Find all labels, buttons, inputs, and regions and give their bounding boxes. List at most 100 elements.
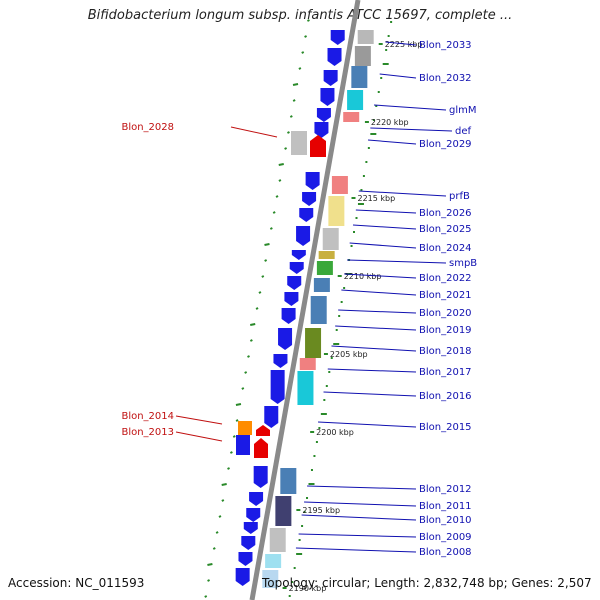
gene-label-leader <box>344 273 417 279</box>
tick-mark <box>306 19 310 22</box>
gene-label-leader <box>304 501 417 507</box>
cds-block-blon-2028 <box>291 131 307 155</box>
gene-label-leader <box>175 431 223 442</box>
gene-label-leader <box>327 368 417 373</box>
gene-label: Blon_2020 <box>419 308 472 319</box>
gene-label-leader <box>367 139 417 145</box>
cds-forward-arrow <box>320 88 335 106</box>
gene-label: Blon_2024 <box>419 243 472 254</box>
cds-forward-arrow <box>314 122 329 138</box>
cds-forward-arrow <box>323 70 338 86</box>
cds-block <box>305 328 322 358</box>
cds-block <box>299 358 316 370</box>
gene-label: Blon_2032 <box>419 73 472 84</box>
cds-forward-arrow <box>253 466 268 488</box>
gene-label: Blon_2010 <box>419 515 472 526</box>
gene-label: Blon_2019 <box>419 325 472 336</box>
cds-block <box>280 468 297 494</box>
cds-block <box>265 554 282 568</box>
cds-forward-arrow <box>264 406 279 428</box>
cds-block <box>297 371 314 405</box>
tick-mark <box>258 291 262 294</box>
kbp-tick-label: 2190 kbp <box>289 584 327 593</box>
tick-mark <box>207 579 211 582</box>
cds-forward-arrow <box>287 276 302 290</box>
kbp-tick-label: 2195 kbp <box>302 506 340 515</box>
gene-label-leader <box>335 325 417 331</box>
kbp-ticks: 2225 kbp 2220 kbp 2215 kbp 2210 kbp 2205 kbp… <box>282 40 423 593</box>
tick-mark <box>244 371 248 374</box>
gene-label: Blon_2025 <box>419 224 472 235</box>
gene-label: Blon_2022 <box>419 273 472 284</box>
cds-forward-arrow <box>278 328 293 350</box>
gene-label-leader <box>379 73 417 79</box>
cds-block <box>331 176 348 194</box>
accession-label: Accession: NC_011593 <box>8 576 145 590</box>
cds-forward-arrow <box>302 192 317 206</box>
cds-forward-arrow <box>330 30 345 45</box>
gene-label: glmM <box>449 105 477 116</box>
gene-label-leader <box>307 485 417 490</box>
cds-block <box>351 66 368 88</box>
cds-forward-arrow <box>273 354 288 368</box>
gene-label-leader <box>352 224 417 230</box>
cds-forward-arrow <box>316 108 331 122</box>
inner-tick-ring <box>288 21 393 597</box>
cds-block <box>322 228 339 250</box>
gene-label: Blon_2008 <box>419 547 472 558</box>
gene-label-leader <box>358 190 447 197</box>
map-title: Bifidobacterium longum subsp. infantis A… <box>87 8 513 23</box>
tick-mark <box>292 83 299 86</box>
gene-label-leader <box>331 345 417 352</box>
cds-forward-arrow <box>289 262 304 274</box>
gene-label: Blon_2029 <box>419 139 472 150</box>
cds-block-blon-2013 <box>236 435 250 455</box>
gene-label: Blon_2009 <box>419 532 472 543</box>
gene-features <box>235 30 374 588</box>
cds-forward-arrow <box>284 292 299 306</box>
gene-label-leader <box>175 415 223 425</box>
gene-label-leader <box>318 421 417 428</box>
cds-forward-arrow <box>238 552 253 566</box>
tick-mark <box>247 355 250 358</box>
cds-reverse-arrow <box>310 135 326 157</box>
cds-forward-arrow <box>270 370 285 404</box>
kbp-tick-label: 2225 kbp <box>385 40 423 49</box>
cds-forward-arrow <box>249 492 264 506</box>
tick-mark <box>241 387 245 390</box>
right-gene-labels: Blon_2033 Blon_2032 glmM def Blon_2029 prfB Bl… <box>295 40 477 558</box>
gene-label: Blon_2015 <box>419 422 472 433</box>
tick-mark <box>289 115 293 118</box>
cds-reverse-arrow <box>256 425 270 436</box>
cds-forward-arrow <box>243 522 258 534</box>
tick-mark <box>221 483 227 486</box>
gene-label-leader <box>338 309 417 314</box>
tick-mark <box>235 419 239 422</box>
cds-forward-arrow <box>296 226 311 246</box>
tick-mark <box>221 499 225 502</box>
tick-mark <box>292 99 296 102</box>
kbp-tick-label: 2205 kbp <box>330 350 368 359</box>
gene-label: Blon_2011 <box>419 501 472 512</box>
tick-mark <box>218 515 222 518</box>
gene-label-leader <box>349 242 417 249</box>
tick-mark <box>278 163 284 166</box>
cds-block <box>343 112 360 122</box>
gene-label-leader <box>301 514 417 521</box>
gene-label-leader <box>374 104 447 111</box>
kbp-tick-label: 2200 kbp <box>316 428 354 437</box>
cds-forward-arrow <box>299 208 314 222</box>
cds-block <box>313 278 330 292</box>
tick-mark <box>284 147 288 150</box>
cds-block <box>318 251 335 259</box>
topology-label: Topology: circular; Length: 2,832,748 bp… <box>262 576 592 590</box>
gene-label-leader <box>341 289 417 296</box>
tick-mark <box>261 275 265 278</box>
tick-mark <box>250 323 256 326</box>
tick-mark <box>249 339 253 342</box>
tick-mark <box>264 259 268 262</box>
gene-label-leader <box>298 533 417 538</box>
tick-mark <box>278 179 282 182</box>
cds-forward-arrow <box>305 172 320 190</box>
